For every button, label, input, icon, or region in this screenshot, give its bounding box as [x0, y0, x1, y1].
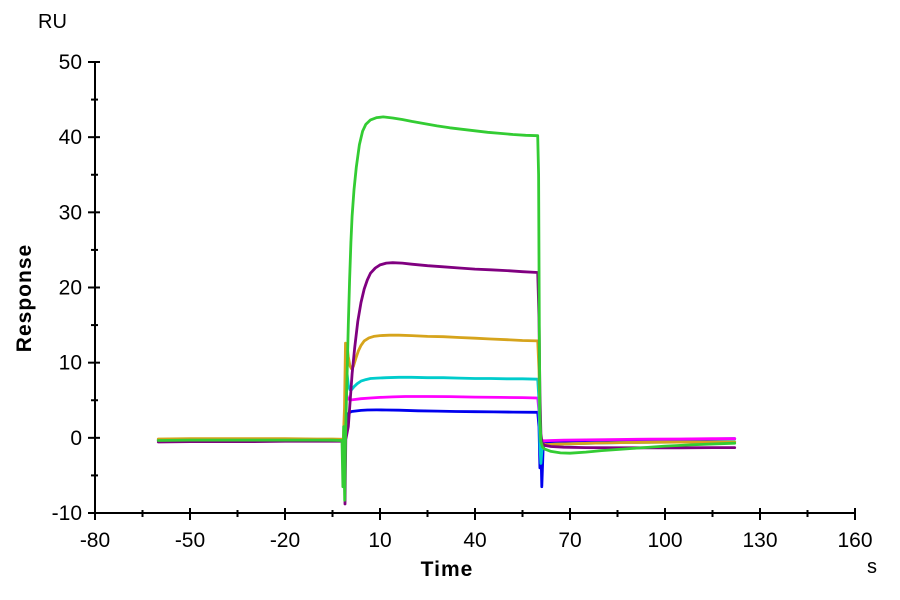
x-axis-unit-label: s	[867, 556, 877, 578]
x-tick-label: -50	[175, 529, 205, 552]
x-tick-label: -80	[80, 529, 110, 552]
y-tick-label: 50	[59, 51, 82, 74]
series-line-gold	[156, 333, 737, 447]
y-axis-unit-label: RU	[38, 11, 67, 33]
x-tick-label: 40	[463, 529, 486, 552]
series-line-green	[156, 115, 737, 502]
x-tick-label: -20	[270, 529, 300, 552]
y-axis-title: Response	[13, 243, 36, 353]
y-tick-label: 40	[59, 126, 82, 149]
x-tick-label: 70	[558, 529, 581, 552]
y-tick-label: 0	[70, 427, 82, 450]
x-tick-label: 10	[368, 529, 391, 552]
y-tick-label: 10	[59, 352, 82, 375]
x-axis-title: Time	[420, 558, 474, 581]
y-tick-label: -10	[52, 502, 82, 525]
series-line-magenta	[156, 392, 737, 443]
series-line-purple	[156, 261, 737, 506]
y-tick-label: 30	[59, 201, 82, 224]
x-tick-label: 100	[647, 529, 682, 552]
y-tick-label: 20	[59, 277, 82, 300]
x-tick-label: 160	[837, 529, 872, 552]
x-tick-label: 130	[742, 529, 777, 552]
